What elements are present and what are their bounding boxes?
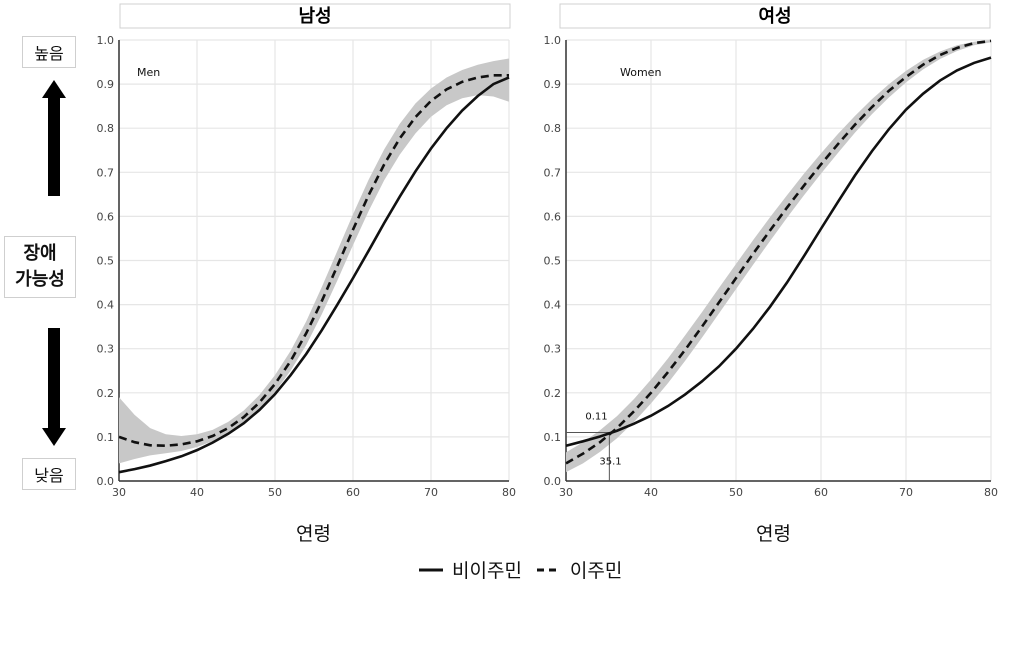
y-tick-label: 0.1: [97, 431, 115, 444]
x-tick-label: 30: [559, 486, 573, 499]
x-axis-label-women: 연령: [756, 523, 791, 545]
series-line-immigrant: [118, 73, 509, 448]
panel-title-box-men: 남성: [119, 3, 511, 29]
x-tick-label: 40: [190, 486, 204, 499]
up-arrow-icon: [42, 80, 66, 196]
y-tick-label: 0.4: [544, 299, 562, 312]
y-tick-label: 1.0: [97, 34, 115, 47]
y-tick-label: 0.3: [97, 343, 115, 356]
x-tick-label: 60: [346, 486, 360, 499]
x-tick-label: 80: [984, 486, 998, 499]
y-tick-label: 0.2: [97, 387, 115, 400]
low-label: 낮음: [22, 458, 76, 490]
panel-inner-label: Women: [620, 66, 661, 79]
legend-solid-line-icon: [419, 568, 443, 571]
y-tick-label: 0.9: [97, 78, 115, 91]
y-tick-label: 0.1: [544, 431, 562, 444]
x-axis-label-men: 연령: [296, 523, 331, 545]
legend-non-immigrant: 비이주민: [452, 560, 522, 582]
y-tick-label: 0.2: [544, 387, 562, 400]
confidence-band: [566, 40, 991, 473]
panel-inner-label: Men: [137, 66, 160, 79]
y-tick-label: 0.3: [544, 343, 562, 356]
panel-1: 0.0 0.1 0.2 0.3 0.4 0.5 0.6 0.7 0.8 0.9 1.0 30 40 50 6…: [544, 34, 999, 499]
y-tick-label: 0.6: [97, 210, 115, 223]
y-tick-label: 0.0: [97, 475, 115, 488]
x-tick-label: 70: [424, 486, 438, 499]
legend-dashed-line-icon: [536, 568, 561, 571]
panel-0: 0.0 0.1 0.2 0.3 0.4 0.5 0.6 0.7 0.8 0.9 1.0 30 40 50 6…: [97, 34, 517, 499]
x-tick-label: 80: [502, 486, 516, 499]
x-tick-label: 50: [729, 486, 743, 499]
x-tick-label: 30: [112, 486, 126, 499]
y-tick-label: 1.0: [544, 34, 562, 47]
down-arrow-icon: [42, 328, 66, 446]
legend-immigrant: 이주민: [569, 560, 623, 582]
y-tick-label: 0.4: [97, 299, 115, 312]
series-line-non-immigrant: [565, 56, 992, 447]
y-tick-label: 0.6: [544, 210, 562, 223]
x-tick-label: 70: [899, 486, 913, 499]
y-tick-label: 0.7: [97, 166, 115, 179]
low-label-text: 낮음: [34, 466, 64, 485]
y-tick-label: 0.5: [97, 255, 115, 268]
y-axis-label-line1: 장애: [23, 243, 57, 264]
series-line-non-immigrant: [118, 76, 510, 474]
y-tick-label: 0.5: [544, 255, 562, 268]
y-axis-label-line2: 가능성: [15, 269, 65, 290]
y-tick-label: 0.0: [544, 475, 562, 488]
annotation-x-value: 35.1: [599, 456, 621, 467]
x-tick-label: 40: [644, 486, 658, 499]
high-label: 높음: [22, 36, 76, 68]
high-label-text: 높음: [34, 44, 64, 63]
y-tick-label: 0.8: [97, 122, 115, 135]
y-tick-label: 0.9: [544, 78, 562, 91]
legend: 비이주민 이주민: [418, 556, 622, 583]
y-tick-label: 0.8: [544, 122, 562, 135]
panel-title-men: 남성: [298, 6, 331, 27]
panel-title-box-women: 여성: [559, 3, 991, 29]
panel-title-women: 여성: [758, 6, 791, 27]
x-tick-label: 60: [814, 486, 828, 499]
y-axis-label: 장애 가능성: [4, 236, 76, 298]
x-tick-label: 50: [268, 486, 282, 499]
y-tick-label: 0.7: [544, 166, 562, 179]
annotation-y-value: 0.11: [585, 411, 607, 422]
series-line-immigrant: [565, 39, 992, 465]
